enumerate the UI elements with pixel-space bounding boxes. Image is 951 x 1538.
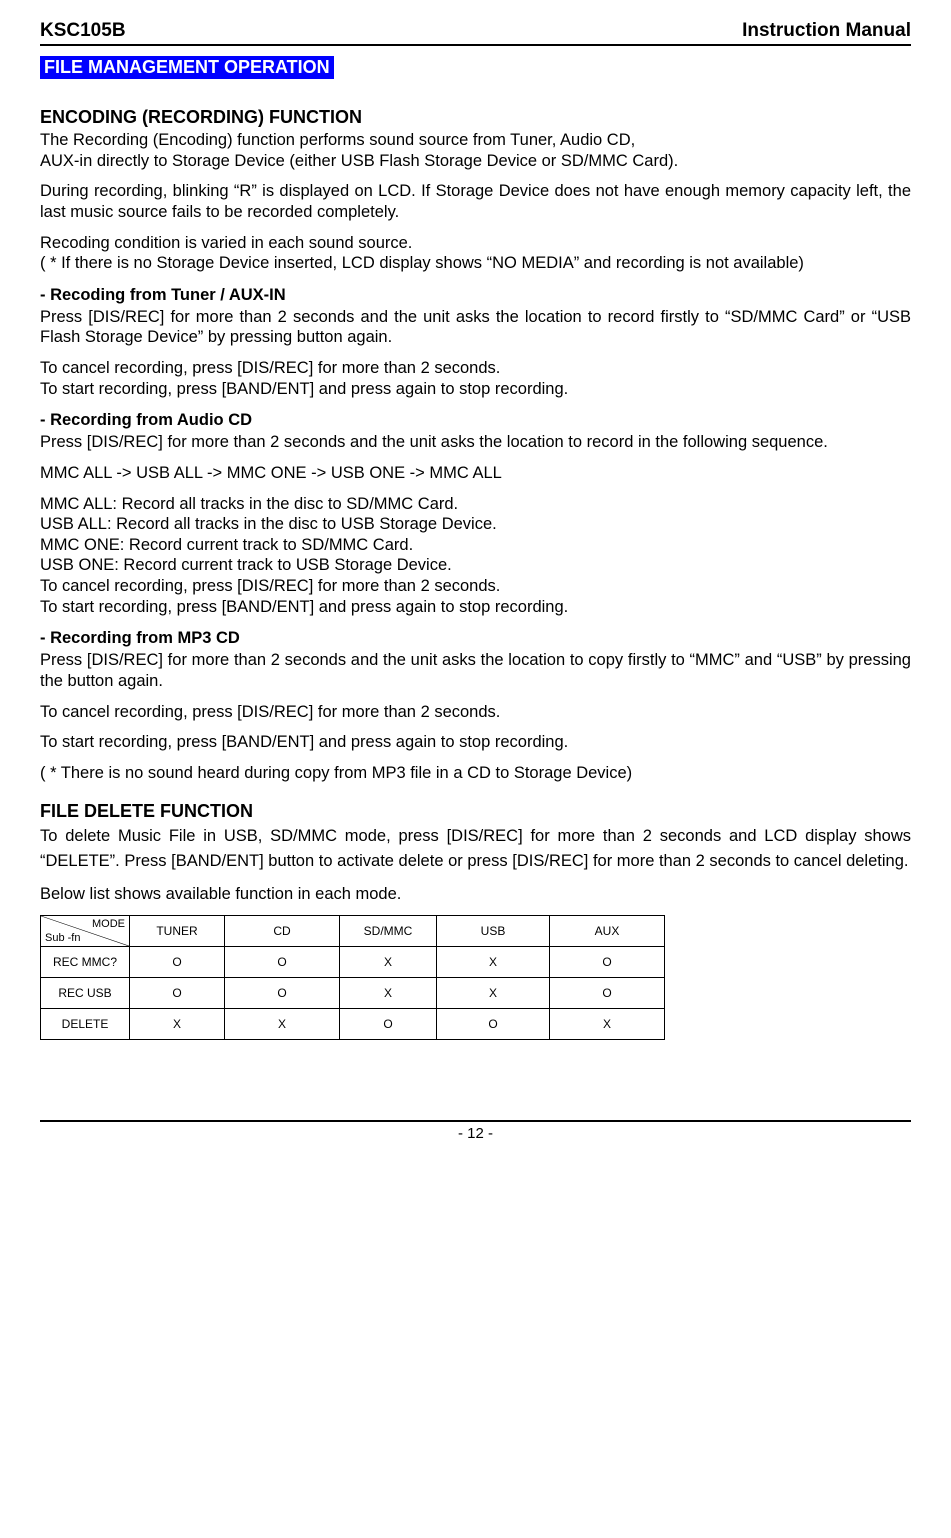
tuner-title: - Recoding from Tuner / AUX-IN — [40, 286, 911, 305]
audiocd-l1: MMC ALL: Record all tracks in the disc t… — [40, 494, 911, 515]
encoding-intro-line2: AUX-in directly to Storage Device (eithe… — [40, 151, 911, 172]
header-model: KSC105B — [40, 20, 126, 42]
encoding-para3b: ( * If there is no Storage Device insert… — [40, 253, 911, 274]
page-footer: - 12 - — [40, 1120, 911, 1143]
table-cell: O — [130, 946, 225, 977]
table-cell: O — [550, 946, 665, 977]
audiocd-l4: USB ONE: Record current track to USB Sto… — [40, 555, 911, 576]
section-banner: FILE MANAGEMENT OPERATION — [40, 56, 334, 79]
audiocd-l3: MMC ONE: Record current track to SD/MMC … — [40, 535, 911, 556]
table-cell: X — [340, 946, 437, 977]
mp3cd-p3: To start recording, press [BAND/ENT] and… — [40, 732, 911, 753]
page-number: - 12 - — [458, 1125, 493, 1142]
table-corner-cell: MODE Sub -fn — [41, 915, 130, 946]
table-row: REC USB O O X X O — [41, 977, 665, 1008]
table-cell: O — [550, 977, 665, 1008]
table-rowname-cell: DELETE — [41, 1008, 130, 1039]
table-cell: X — [437, 946, 550, 977]
table-rowname-cell: REC USB — [41, 977, 130, 1008]
audiocd-title: - Recording from Audio CD — [40, 411, 911, 430]
table-row: MODE Sub -fn TUNER CD SD/MMC USB AUX — [41, 915, 665, 946]
delete-p1: To delete Music File in USB, SD/MMC mode… — [40, 824, 911, 874]
table-header-cell: SD/MMC — [340, 915, 437, 946]
encoding-intro-line1: The Recording (Encoding) function perfor… — [40, 130, 911, 151]
table-cell: O — [225, 946, 340, 977]
encoding-para3a: Recoding condition is varied in each sou… — [40, 233, 911, 254]
audiocd-l5: To cancel recording, press [DIS/REC] for… — [40, 576, 911, 597]
table-rowname-cell: REC MMC? — [41, 946, 130, 977]
table-cell: O — [130, 977, 225, 1008]
audiocd-l6: To start recording, press [BAND/ENT] and… — [40, 597, 911, 618]
corner-subfn-label: Sub -fn — [45, 932, 80, 944]
table-header-cell: TUNER — [130, 915, 225, 946]
table-cell: O — [225, 977, 340, 1008]
mp3cd-title: - Recording from MP3 CD — [40, 629, 911, 648]
table-cell: X — [130, 1008, 225, 1039]
table-cell: X — [550, 1008, 665, 1039]
tuner-p2b: To start recording, press [BAND/ENT] and… — [40, 379, 911, 400]
encoding-para2: During recording, blinking “R” is displa… — [40, 181, 911, 222]
mp3cd-p1: Press [DIS/REC] for more than 2 seconds … — [40, 650, 911, 691]
mp3cd-p2: To cancel recording, press [DIS/REC] for… — [40, 702, 911, 723]
document-header: KSC105B Instruction Manual — [40, 20, 911, 46]
table-row: DELETE X X O O X — [41, 1008, 665, 1039]
table-cell: X — [437, 977, 550, 1008]
table-cell: X — [225, 1008, 340, 1039]
table-cell: O — [437, 1008, 550, 1039]
encoding-title: ENCODING (RECORDING) FUNCTION — [40, 107, 911, 128]
function-table: MODE Sub -fn TUNER CD SD/MMC USB AUX REC… — [40, 915, 665, 1040]
table-row: REC MMC? O O X X O — [41, 946, 665, 977]
mp3cd-p4: ( * There is no sound heard during copy … — [40, 763, 911, 784]
table-header-cell: AUX — [550, 915, 665, 946]
audiocd-seq: MMC ALL -> USB ALL -> MMC ONE -> USB ONE… — [40, 463, 911, 484]
table-header-cell: USB — [437, 915, 550, 946]
page-container: KSC105B Instruction Manual FILE MANAGEME… — [0, 0, 951, 1153]
table-cell: O — [340, 1008, 437, 1039]
corner-mode-label: MODE — [92, 918, 125, 930]
table-cell: X — [340, 977, 437, 1008]
delete-title: FILE DELETE FUNCTION — [40, 801, 911, 822]
audiocd-p1: Press [DIS/REC] for more than 2 seconds … — [40, 432, 911, 453]
delete-p2: Below list shows available function in e… — [40, 884, 911, 905]
audiocd-l2: USB ALL: Record all tracks in the disc t… — [40, 514, 911, 535]
tuner-p1: Press [DIS/REC] for more than 2 seconds … — [40, 307, 911, 348]
table-header-cell: CD — [225, 915, 340, 946]
tuner-p2a: To cancel recording, press [DIS/REC] for… — [40, 358, 911, 379]
header-manual: Instruction Manual — [742, 20, 911, 42]
